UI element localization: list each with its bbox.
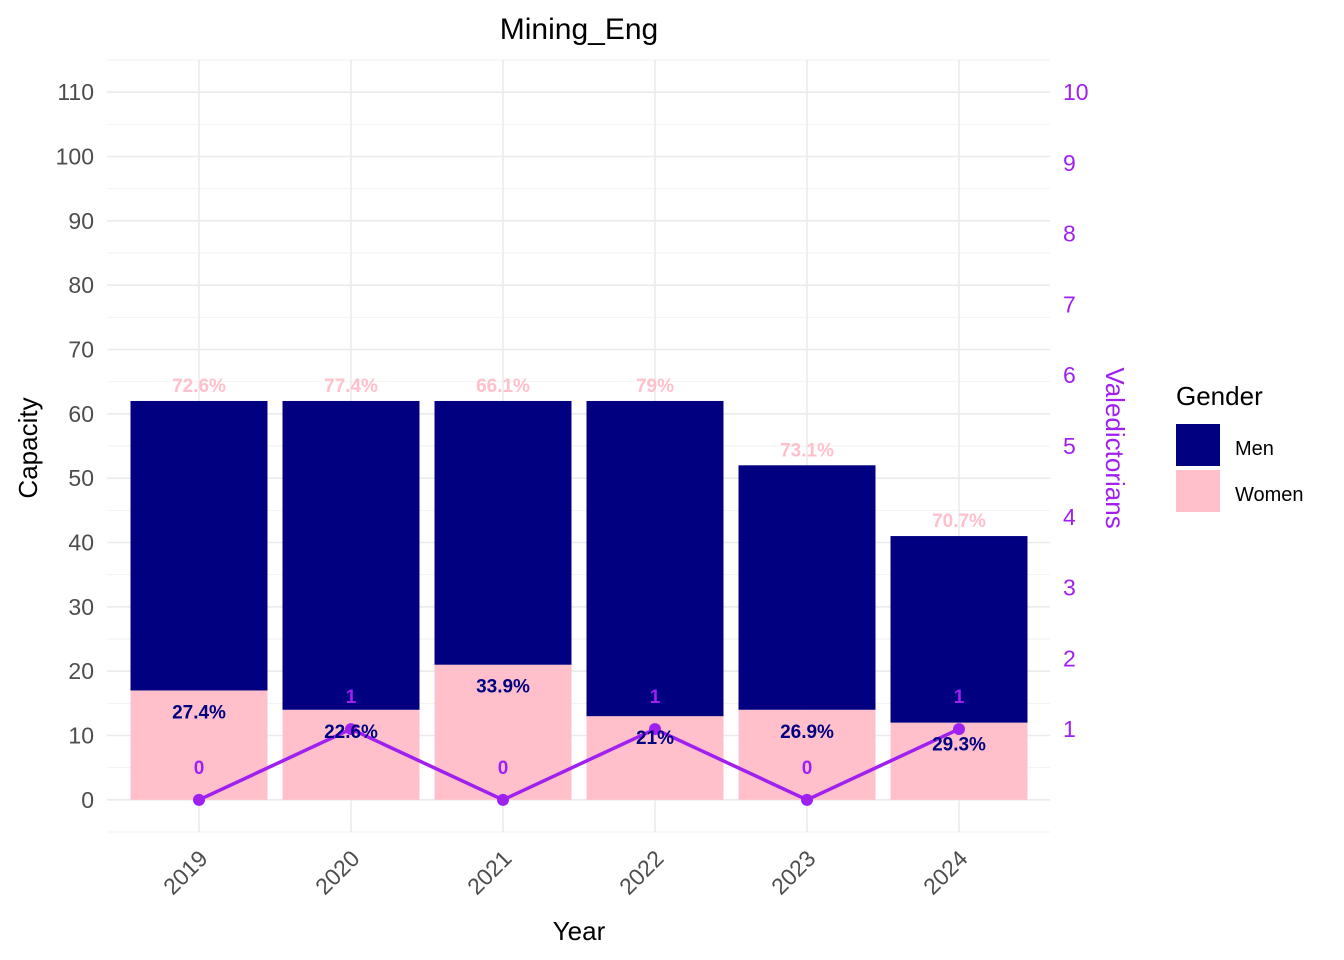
x-tick-label: 2023 [766, 845, 821, 900]
valedictorian-point [497, 793, 509, 806]
y2-tick-label: 7 [1063, 291, 1076, 317]
y-tick-label: 20 [68, 658, 94, 684]
men-percent-label: 70.7% [932, 511, 986, 532]
valedictorian-label: 1 [954, 687, 965, 708]
women-percent-label: 22.6% [324, 722, 378, 743]
x-axis-title: Year [553, 916, 606, 946]
data-labels: 27.4% 72.6% 22.6% 77.4% 33.9% 66.1% 21% 79% 26.9… [172, 376, 986, 779]
valedictorian-point [801, 793, 813, 806]
y2-tick-label: 4 [1063, 504, 1076, 530]
y2-tick-label: 5 [1063, 433, 1076, 459]
y-tick-label: 60 [68, 401, 94, 427]
bar-men-2021 [434, 400, 572, 665]
legend-swatch-women [1176, 470, 1220, 512]
legend: Gender Men Women [1176, 381, 1304, 512]
women-percent-label: 21% [636, 728, 674, 749]
women-percent-label: 29.3% [932, 735, 986, 756]
x-tick-label: 2020 [310, 845, 365, 900]
y2-tick-label: 2 [1063, 645, 1076, 671]
chart-title: Mining_Eng [500, 13, 658, 46]
y-tick-label: 110 [57, 79, 94, 105]
legend-title: Gender [1176, 381, 1263, 411]
bar-women-2024 [890, 722, 1028, 800]
bar-women-2019 [130, 690, 268, 800]
valedictorian-label: 1 [650, 687, 661, 708]
valedictorian-point [649, 723, 661, 736]
bar-men-2023 [738, 465, 876, 710]
women-percent-label: 27.4% [172, 702, 226, 723]
bars [130, 400, 1028, 800]
valedictorian-line-layer [193, 723, 965, 806]
valedictorian-point [953, 723, 965, 736]
y-tick-label: 80 [68, 272, 94, 298]
y-axis-title: Capacity [13, 397, 43, 498]
legend-swatch-men [1176, 424, 1220, 466]
y-tick-label: 40 [68, 530, 94, 556]
x-tick-label: 2019 [158, 845, 213, 900]
y-tick-label: 0 [81, 787, 94, 813]
valedictorian-label: 0 [194, 758, 205, 779]
women-percent-label: 33.9% [476, 677, 530, 698]
men-percent-label: 77.4% [324, 376, 378, 397]
valedictorian-label: 0 [498, 758, 509, 779]
women-percent-label: 26.9% [780, 722, 834, 743]
legend-label-women: Women [1235, 484, 1304, 506]
y-tick-label: 50 [68, 465, 94, 491]
y2-tick-label: 10 [1063, 79, 1089, 105]
y2-tick-label: 9 [1063, 150, 1076, 176]
bar-men-2019 [130, 400, 268, 691]
legend-label-men: Men [1235, 438, 1274, 460]
bar-men-2022 [586, 400, 724, 717]
valedictorian-line [198, 727, 960, 802]
y2-tick-label: 3 [1063, 575, 1076, 601]
bar-men-2020 [282, 400, 420, 710]
x-tick-label: 2024 [918, 845, 973, 900]
y2-axis-title: Valedictorians [1100, 367, 1130, 528]
y-tick-label: 90 [68, 208, 94, 234]
y2-tick-label: 8 [1063, 221, 1076, 247]
y2-tick-label: 6 [1063, 362, 1076, 388]
y-tick-label: 30 [68, 594, 94, 620]
bar-men-2024 [890, 536, 1028, 723]
men-percent-label: 72.6% [172, 376, 226, 397]
valedictorian-point [193, 793, 205, 806]
valedictorian-label: 1 [346, 687, 357, 708]
x-tick-label: 2022 [614, 845, 669, 900]
y-tick-label: 10 [68, 723, 94, 749]
men-percent-label: 73.1% [780, 440, 834, 461]
y-tick-label: 70 [68, 337, 94, 363]
y2-tick-label: 1 [1063, 716, 1076, 742]
valedictorian-point [345, 723, 357, 736]
men-percent-label: 79% [636, 376, 674, 397]
men-percent-label: 66.1% [476, 376, 530, 397]
valedictorian-label: 0 [802, 758, 813, 779]
x-tick-label: 2021 [462, 845, 517, 900]
y-tick-label: 100 [56, 144, 94, 170]
bar-women-2023 [738, 709, 876, 800]
